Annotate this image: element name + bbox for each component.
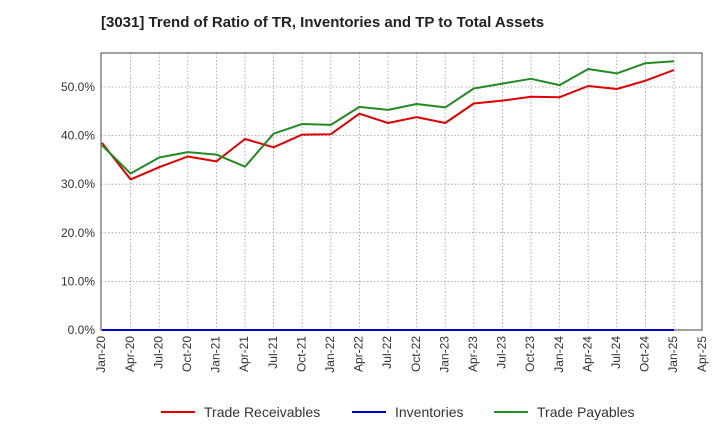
legend-swatch [494, 411, 528, 413]
x-tick-label: Jul-23 [495, 336, 509, 369]
plot-area [100, 52, 703, 331]
y-tick-label: 40.0% [61, 129, 95, 143]
y-tick-label: 50.0% [61, 80, 95, 94]
legend-trade-receivables: Trade Receivables [161, 404, 320, 420]
x-tick-label: Apr-24 [580, 336, 594, 372]
legend-swatch [352, 411, 386, 413]
series-line-trade-payables [101, 60, 675, 175]
x-tick-label: Apr-21 [237, 336, 251, 372]
legend-label: Trade Payables [537, 404, 635, 420]
x-tick-label: Apr-22 [352, 336, 366, 372]
y-tick-label: 10.0% [61, 274, 95, 288]
x-tick-label: Oct-24 [638, 336, 652, 372]
x-tick-label: Jan-20 [94, 336, 108, 373]
x-tick-label: Apr-23 [466, 336, 480, 372]
x-tick-label: Oct-21 [294, 336, 308, 372]
y-tick-label: 0.0% [68, 323, 96, 337]
x-tick-label: Jul-20 [151, 336, 165, 369]
x-tick-label: Apr-20 [123, 336, 137, 372]
chart-title: [3031] Trend of Ratio of TR, Inventories… [101, 14, 545, 31]
x-tick-label: Oct-22 [409, 336, 423, 372]
x-tick-label: Jan-25 [666, 336, 680, 373]
x-tick-label: Jul-21 [266, 336, 280, 369]
legend-swatch [161, 411, 195, 413]
legend-inventories: Inventories [352, 404, 463, 420]
x-tick-label: Jan-22 [323, 336, 337, 373]
x-tick-label: Jan-24 [552, 336, 566, 373]
y-tick-label: 30.0% [61, 177, 95, 191]
x-tick-label: Jan-23 [437, 336, 451, 373]
legend-label: Inventories [395, 404, 464, 420]
x-tick-label: Oct-20 [180, 336, 194, 372]
x-tick-label: Jul-24 [609, 336, 623, 369]
x-tick-label: Jul-22 [380, 336, 394, 369]
legend-label: Trade Receivables [204, 404, 321, 420]
x-tick-label: Oct-23 [523, 336, 537, 372]
y-tick-label: 20.0% [61, 226, 95, 240]
x-tick-label: Jan-21 [209, 336, 223, 373]
series-line-trade-receivables [101, 69, 675, 181]
x-tick-label: Apr-25 [695, 336, 709, 372]
legend-trade-payables: Trade Payables [494, 404, 635, 420]
